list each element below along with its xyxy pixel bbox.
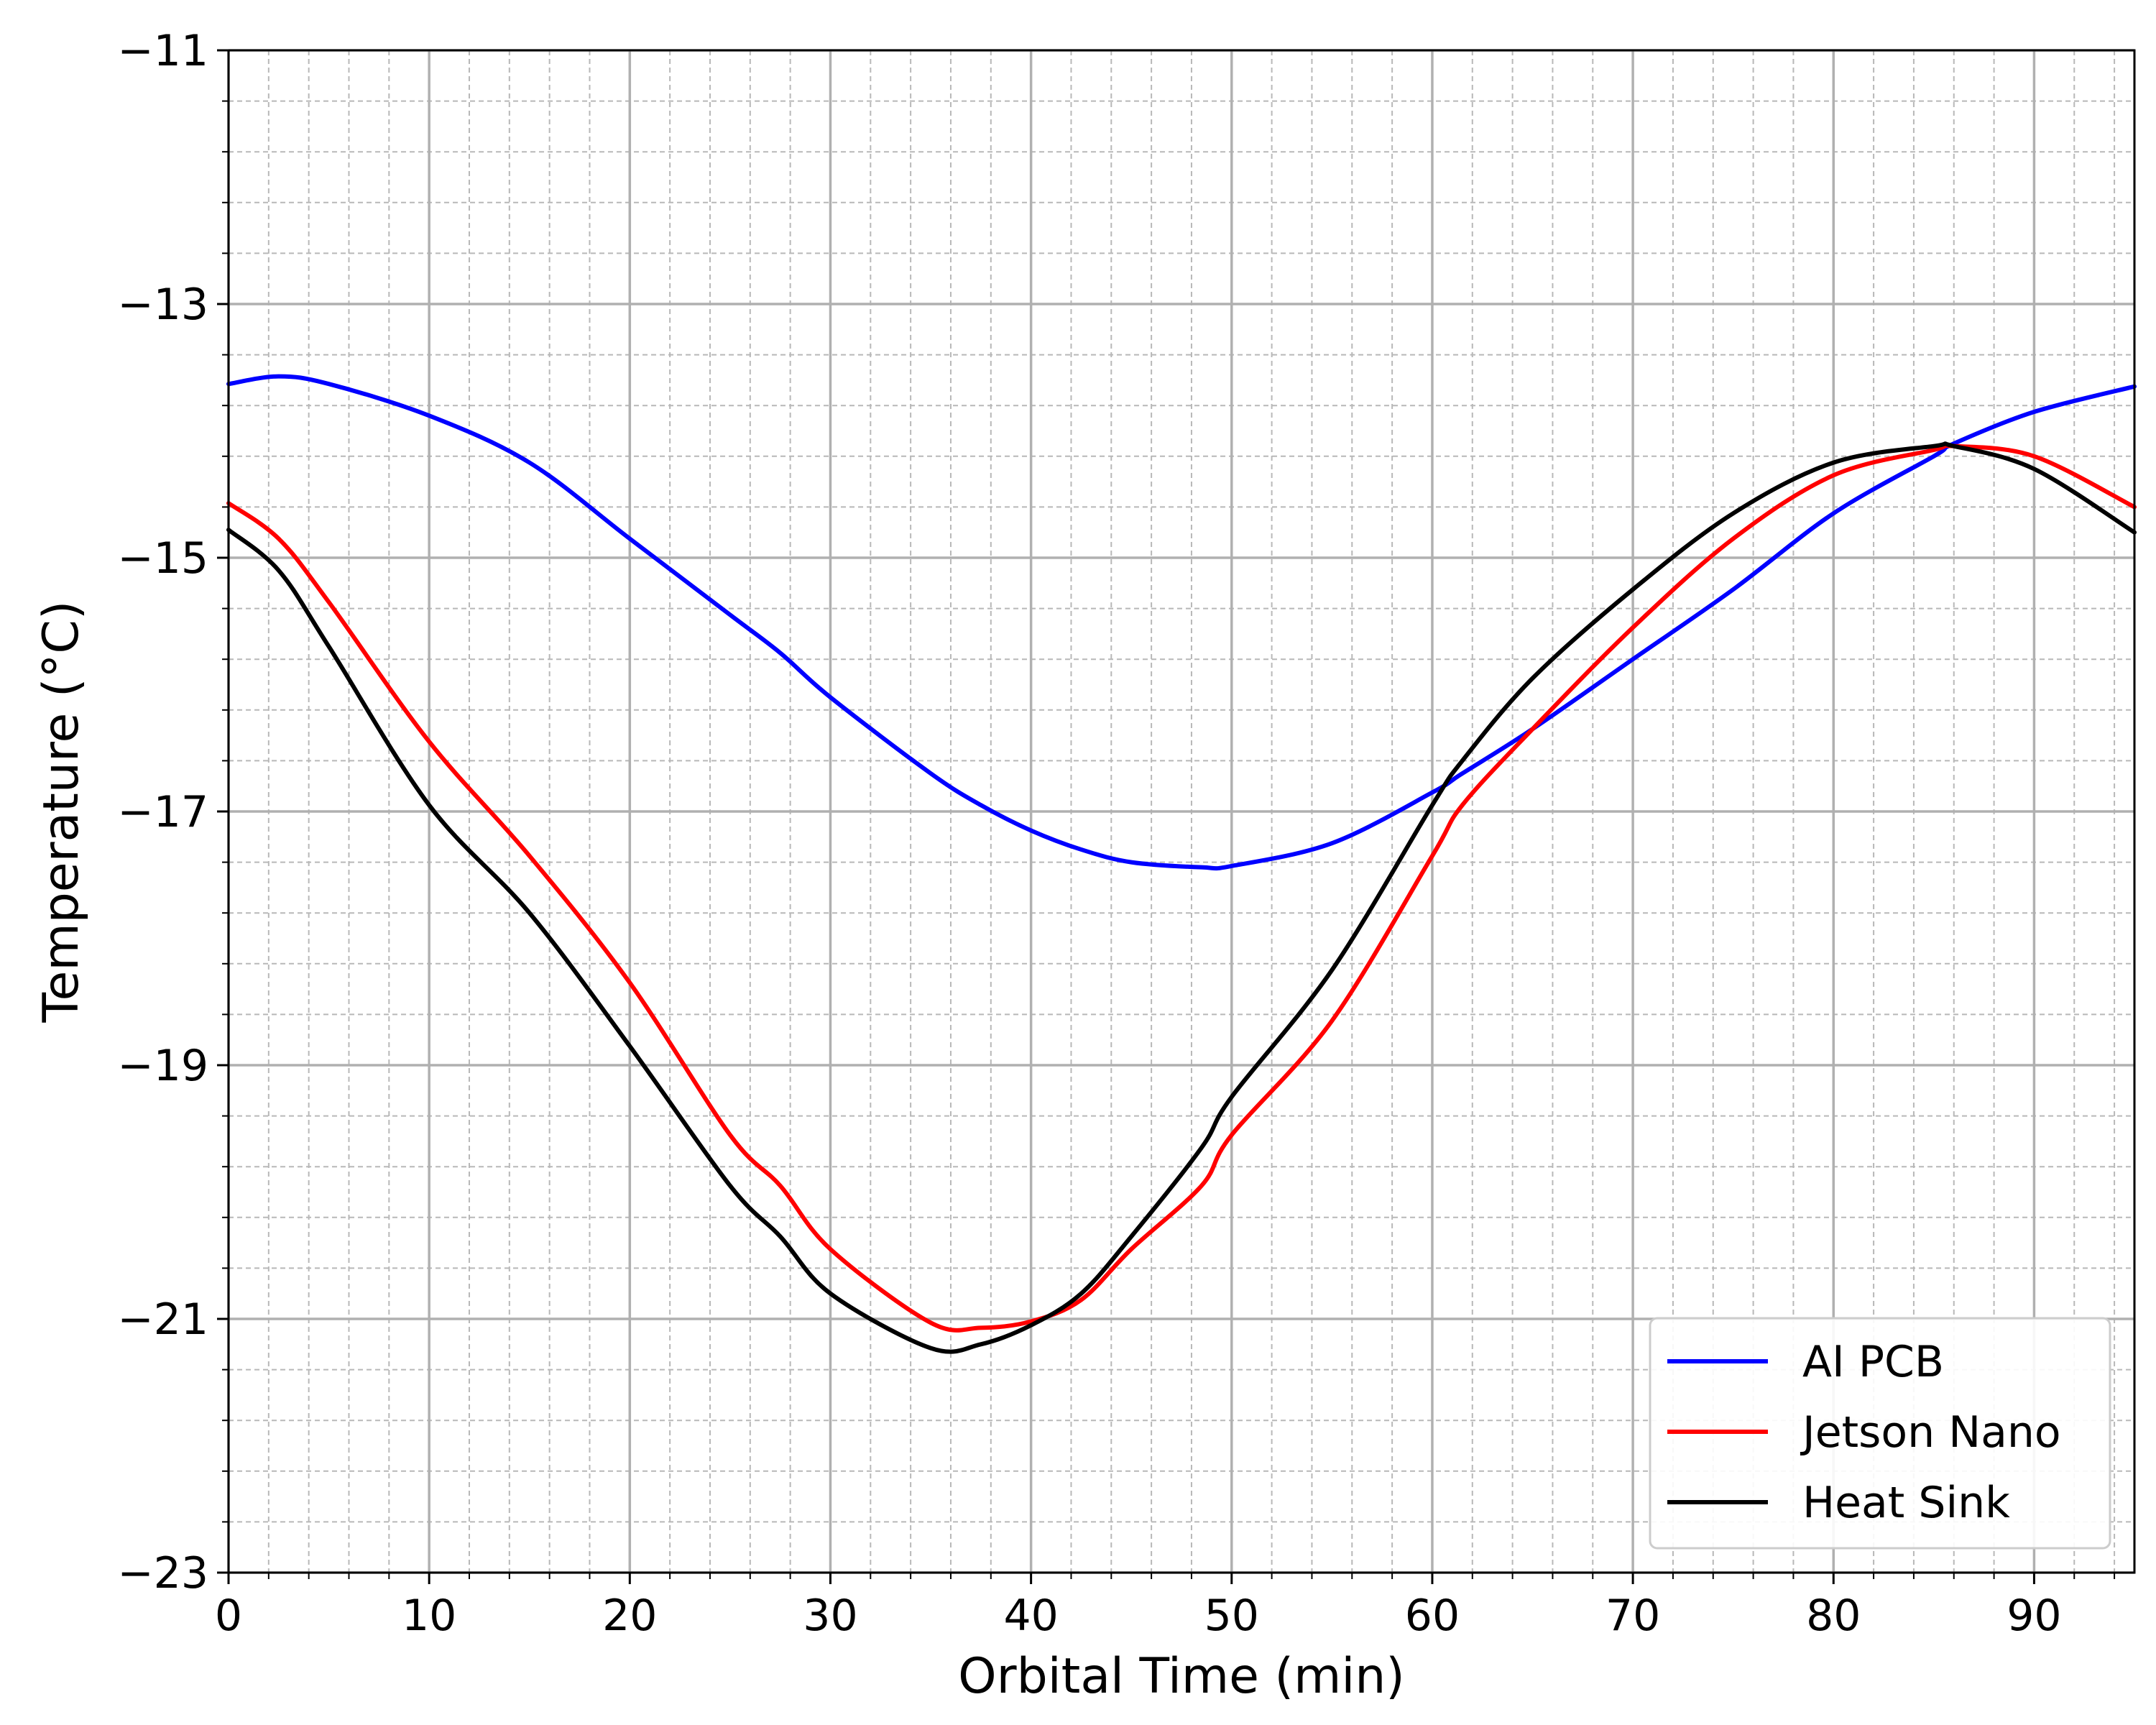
legend-label-jetson-nano: Jetson Nano [1800,1407,2061,1458]
legend-box [1649,1317,2111,1550]
legend: AI PCB Jetson Nano Heat Sink [1649,1317,2111,1550]
x-tick-label: 40 [1003,1591,1058,1641]
x-tick-label: 60 [1405,1591,1460,1641]
y-tick-label: −15 [117,533,208,584]
y-tick-label: −11 [117,26,208,76]
y-tick-label: −21 [117,1294,208,1345]
y-tick-label: −19 [117,1041,208,1091]
series-line-ai-pcb [226,374,2137,871]
y-tick-label: −23 [117,1548,208,1598]
series-lines [226,374,2137,1354]
x-tick-label: 50 [1204,1591,1259,1641]
x-tick-label: 90 [2007,1591,2061,1641]
x-axis-title: Orbital Time (min) [958,1648,1405,1705]
legend-label-ai-pcb: AI PCB [1802,1337,1944,1387]
x-tick-label: 0 [215,1591,242,1641]
x-tick-label: 70 [1606,1591,1660,1641]
x-tick-label: 80 [1806,1591,1861,1641]
y-tick-label: −17 [117,787,208,837]
series-line-jetson-nano [226,443,2137,1333]
series-line-heat-sink [226,441,2137,1354]
x-tick-label: 30 [803,1591,857,1641]
y-axis-ticks: −23 −21 −19 −17 −15 −13 −11 [117,26,229,1598]
x-tick-label: 10 [402,1591,456,1641]
legend-items: AI PCB Jetson Nano Heat Sink [1667,1337,2061,1528]
y-axis-title: Temperature (°C) [33,601,90,1024]
x-axis-ticks: 0 10 20 30 40 50 60 70 80 90 [215,1573,2116,1641]
y-tick-label: −13 [117,280,208,330]
x-tick-label: 20 [602,1591,657,1641]
legend-label-heat-sink: Heat Sink [1802,1478,2010,1528]
